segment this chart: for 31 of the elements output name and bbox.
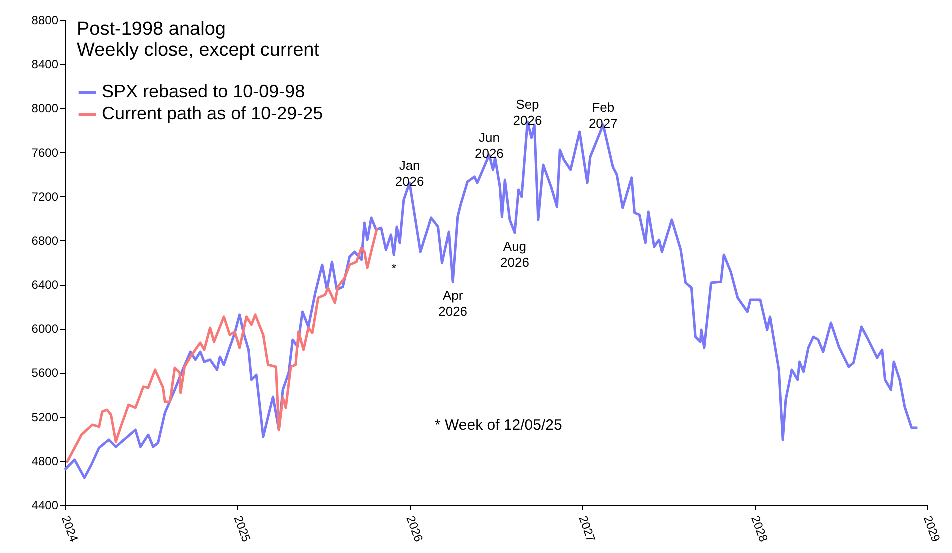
annotation: Feb 2027 [588, 100, 618, 132]
y-tick-label: 8000 [32, 102, 59, 116]
y-tick-label: 8400 [32, 58, 59, 72]
y-tick-label: 5200 [32, 410, 59, 424]
annotation: Aug 2026 [500, 238, 530, 270]
x-tick-label: 2027 [576, 514, 599, 544]
y-tick-label: 4400 [32, 498, 59, 512]
legend-label: SPX rebased to 10-09-98 [102, 82, 306, 102]
y-tick-label: 8800 [32, 14, 59, 28]
y-tick-label: 7600 [32, 146, 59, 160]
y-tick-label: 4800 [32, 454, 59, 468]
annotation: * Week of 12/05/25 [435, 417, 562, 434]
legend-label: Current path as of 10-29-25 [102, 104, 324, 124]
annotation: * [392, 261, 397, 276]
y-tick-label: 5600 [32, 366, 59, 380]
y-tick-label: 6000 [32, 322, 59, 336]
y-tick-label: 6800 [32, 234, 59, 248]
x-tick-label: 2029 [920, 514, 944, 544]
text: Weekly close, except current [77, 40, 320, 61]
y-tick-label: 6400 [32, 278, 59, 292]
y-tick-label: 7200 [32, 190, 59, 204]
annotation: Jun 2026 [474, 130, 504, 162]
x-tick-label: 2025 [231, 514, 254, 544]
annotation: Apr 2026 [438, 288, 468, 320]
x-tick-label: 2024 [58, 514, 82, 544]
x-tick-label: 2026 [404, 514, 426, 544]
annotation: Jan 2026 [395, 158, 424, 190]
annotation: Sep 2026 [513, 96, 542, 128]
chart-title: Post-1998 analog [77, 19, 226, 40]
line-series [66, 226, 379, 464]
x-tick-label: 2028 [748, 514, 771, 544]
